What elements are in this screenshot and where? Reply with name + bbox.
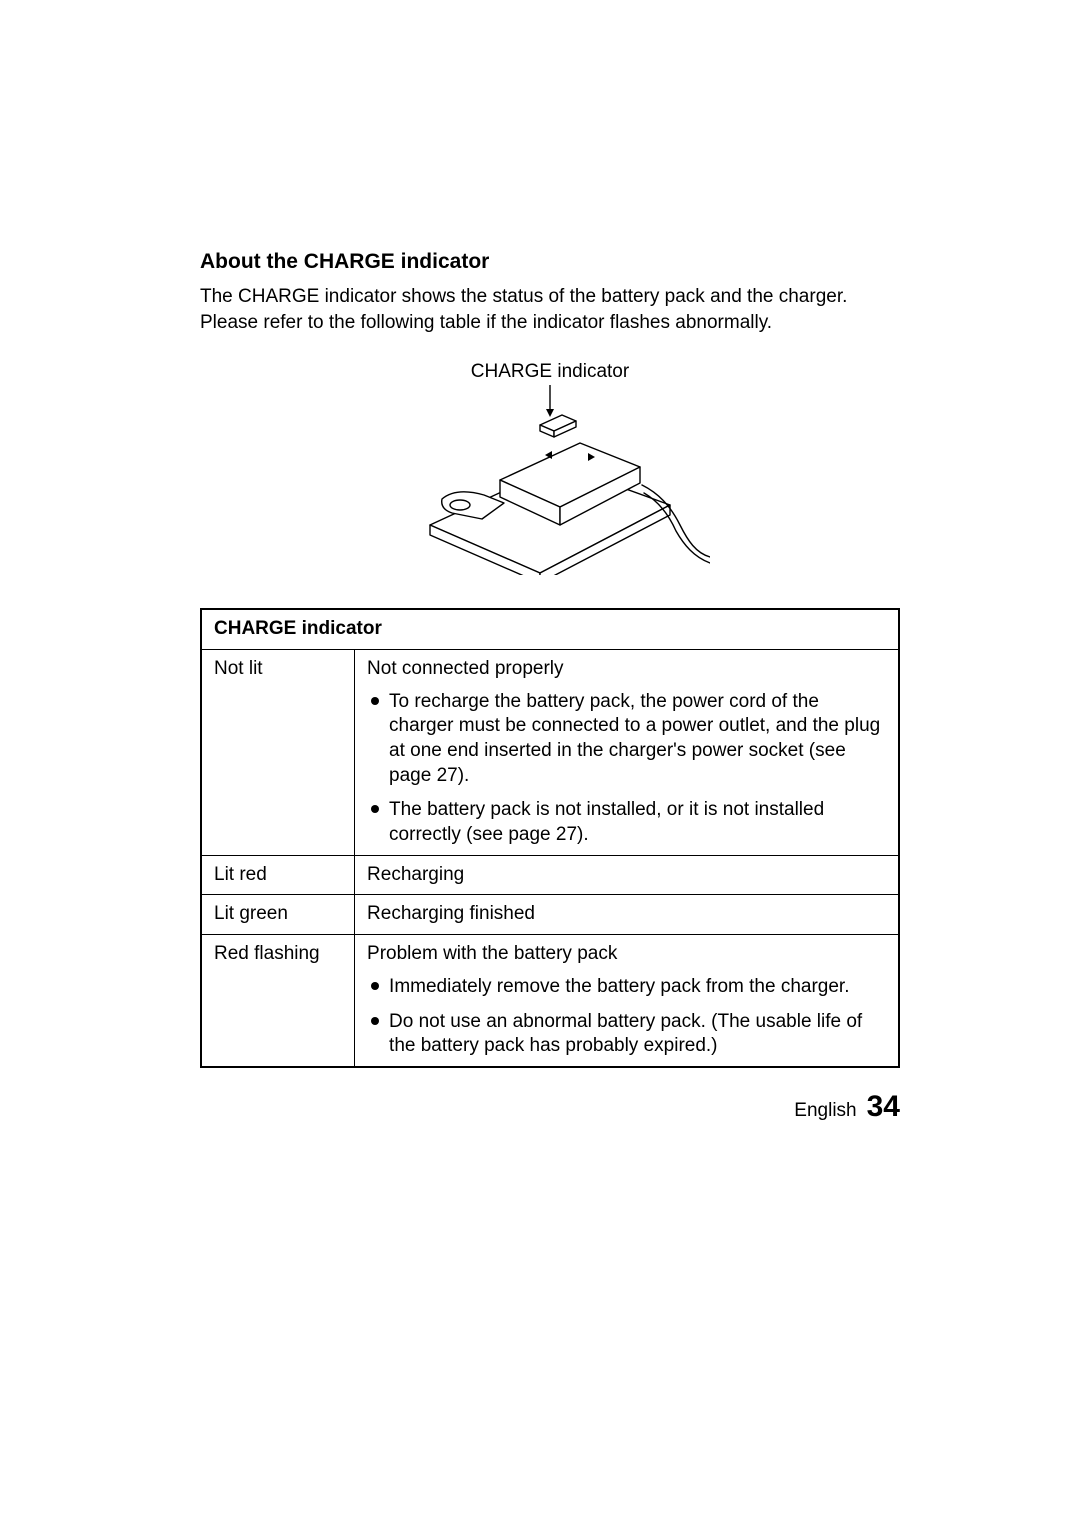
table-row: Lit green Recharging finished xyxy=(201,895,899,935)
desc-text: Problem with the battery pack xyxy=(367,943,617,964)
footer-language: English xyxy=(794,1100,856,1122)
desc-cell: Not connected properly To recharge the b… xyxy=(355,649,899,855)
desc-cell: Recharging xyxy=(355,855,899,895)
state-cell: Lit green xyxy=(201,895,355,935)
table-header: CHARGE indicator xyxy=(201,609,899,649)
bullet-item: Do not use an abnormal battery pack. (Th… xyxy=(367,1010,888,1059)
section-heading: About the CHARGE indicator xyxy=(200,250,900,274)
diagram-label: CHARGE indicator xyxy=(200,361,900,383)
table-header-row: CHARGE indicator xyxy=(201,609,899,649)
table-row: Red flashing Problem with the battery pa… xyxy=(201,935,899,1067)
intro-line-2: Please refer to the following table if t… xyxy=(200,312,772,333)
diagram: CHARGE indicator xyxy=(200,361,900,580)
table-row: Not lit Not connected properly To rechar… xyxy=(201,649,899,855)
manual-page: About the CHARGE indicator The CHARGE in… xyxy=(0,0,1080,1529)
desc-cell: Recharging finished xyxy=(355,895,899,935)
bullet-item: To recharge the battery pack, the power … xyxy=(367,690,888,789)
bullet-item: The battery pack is not installed, or it… xyxy=(367,798,888,847)
footer-page-number: 34 xyxy=(867,1090,900,1124)
bullet-item: Immediately remove the battery pack from… xyxy=(367,975,888,1000)
desc-text: Recharging finished xyxy=(367,903,535,924)
desc-cell: Problem with the battery pack Immediatel… xyxy=(355,935,899,1067)
intro-line-1: The CHARGE indicator shows the status of… xyxy=(200,286,847,307)
desc-bullets: Immediately remove the battery pack from… xyxy=(367,975,888,1059)
state-cell: Red flashing xyxy=(201,935,355,1067)
page-footer: English 34 xyxy=(794,1090,900,1124)
charger-illustration xyxy=(390,385,710,575)
table-row: Lit red Recharging xyxy=(201,855,899,895)
state-cell: Lit red xyxy=(201,855,355,895)
desc-text: Recharging xyxy=(367,864,464,885)
desc-bullets: To recharge the battery pack, the power … xyxy=(367,690,888,848)
state-cell: Not lit xyxy=(201,649,355,855)
desc-text: Not connected properly xyxy=(367,658,563,679)
intro-text: The CHARGE indicator shows the status of… xyxy=(200,284,900,335)
indicator-table: CHARGE indicator Not lit Not connected p… xyxy=(200,608,900,1068)
